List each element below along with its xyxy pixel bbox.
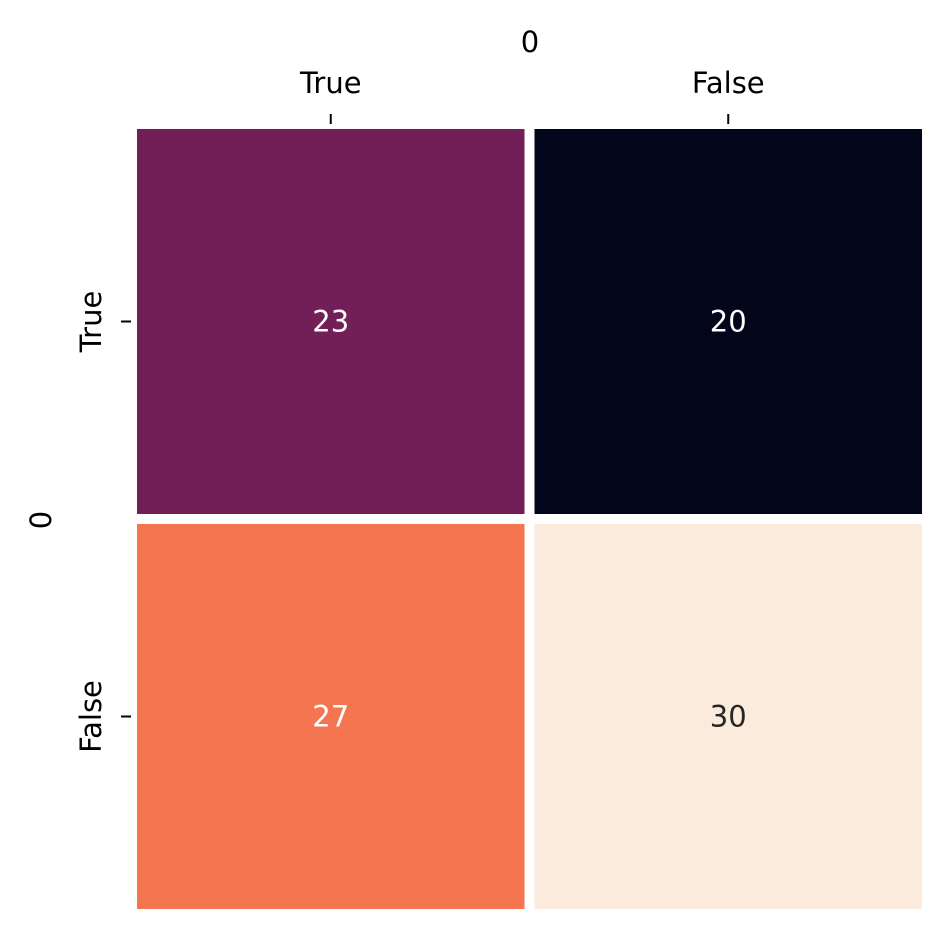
y-axis: 0 True False — [24, 291, 131, 753]
heatmap-cells: 23 20 27 30 — [137, 129, 922, 909]
y-axis-label: 0 — [24, 511, 58, 529]
heatmap-cell-r0-c1 — [534, 129, 922, 514]
heatmap-cell-value-r0-c1: 20 — [710, 305, 747, 339]
heatmap-cell-r0-c0 — [137, 129, 525, 514]
x-tick-label-0: True — [299, 66, 362, 100]
y-tick-label-1: False — [74, 680, 108, 753]
y-tick-label-0: True — [74, 291, 108, 354]
heatmap-cell-value-r1-c1: 30 — [710, 700, 747, 734]
x-axis-label: 0 — [521, 25, 539, 59]
heatmap-cell-r1-c1 — [534, 524, 922, 909]
heatmap-cell-value-r1-c0: 27 — [312, 700, 349, 734]
heatmap-cell-r1-c0 — [137, 524, 525, 909]
heatmap-cell-value-r0-c0: 23 — [312, 305, 349, 339]
x-tick-label-1: False — [692, 66, 765, 100]
x-axis: 0 True False — [299, 25, 765, 124]
